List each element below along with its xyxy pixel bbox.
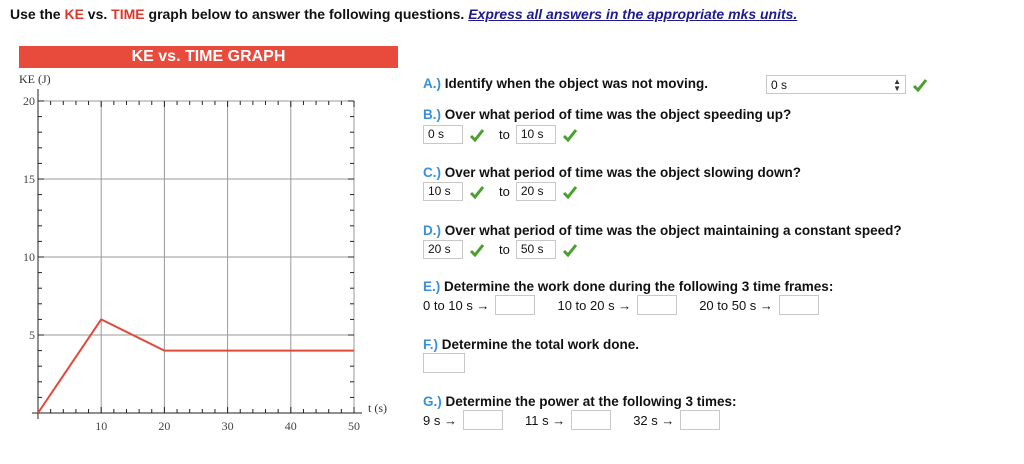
- instr-ke: KE: [64, 6, 84, 22]
- time-label: 11 s →: [524, 412, 566, 428]
- check-icon: [562, 185, 578, 199]
- question-g: G.) Determine the power at the following…: [423, 394, 737, 409]
- instr-text: Use the: [10, 6, 65, 22]
- answer-c-row: 10 s to 20 s: [423, 182, 586, 201]
- x-tick-label: 50: [348, 419, 360, 433]
- to-label: to: [499, 127, 510, 142]
- x-tick-label: 40: [285, 419, 297, 433]
- question-letter: D.): [423, 223, 441, 238]
- work-input-1[interactable]: [495, 295, 536, 315]
- y-axis-label: KE (J): [19, 72, 51, 86]
- y-tick-label: 5: [29, 328, 35, 342]
- answer-a-select[interactable]: 0 s ▲ ▼: [766, 75, 906, 94]
- to-label: to: [499, 184, 510, 199]
- timeframe-label: 10 to 20 s →: [557, 297, 632, 313]
- check-icon: [469, 243, 485, 257]
- question-text: Identify when the object was not moving.: [441, 76, 709, 91]
- answer-d-to[interactable]: 50 s: [515, 240, 556, 259]
- answer-e-row: 0 to 10 s → 10 to 20 s → 20 to 50 s →: [423, 295, 819, 315]
- question-text: Determine the power at the following 3 t…: [441, 394, 737, 409]
- work-input-3[interactable]: [778, 295, 819, 315]
- question-text: Over what period of time was the object …: [441, 107, 792, 122]
- x-tick-label: 10: [95, 419, 107, 433]
- instr-text: vs.: [83, 6, 112, 22]
- question-text: Over what period of time was the object …: [441, 165, 802, 180]
- check-icon: [562, 128, 578, 142]
- question-b: B.) Over what period of time was the obj…: [423, 107, 791, 122]
- question-letter: F.): [423, 337, 438, 352]
- question-letter: G.): [423, 394, 442, 409]
- question-text: Over what period of time was the object …: [441, 223, 902, 238]
- time-label: 32 s →: [633, 412, 675, 428]
- check-icon: [562, 243, 578, 257]
- to-label: to: [499, 242, 510, 257]
- instr-time: TIME: [111, 6, 145, 22]
- timeframe-label: 20 to 50 s →: [699, 297, 773, 313]
- time-label: 9 s →: [423, 412, 457, 428]
- question-c: C.) Over what period of time was the obj…: [423, 165, 801, 180]
- check-icon: [469, 128, 485, 142]
- select-value: 0 s: [771, 77, 788, 92]
- question-text: Determine the total work done.: [438, 337, 640, 352]
- question-letter: A.): [423, 76, 441, 91]
- work-input-2[interactable]: [637, 295, 678, 315]
- power-input-2[interactable]: [571, 410, 612, 430]
- answer-d-row: 20 s to 50 s: [423, 240, 586, 259]
- power-input-1[interactable]: [462, 410, 503, 430]
- question-letter: B.): [423, 107, 441, 122]
- instr-emphasis: Express all answers in the appropriate m…: [468, 6, 798, 22]
- question-a: A.) Identify when the object was not mov…: [423, 76, 708, 91]
- question-d: D.) Over what period of time was the obj…: [423, 223, 902, 238]
- y-tick-label: 10: [23, 250, 35, 264]
- question-letter: C.): [423, 165, 441, 180]
- check-icon: [912, 78, 928, 92]
- x-tick-label: 20: [158, 419, 170, 433]
- instr-text: graph below to answer the following ques…: [144, 6, 469, 22]
- answer-b-row: 0 s to 10 s: [423, 125, 586, 144]
- graph-header: KE vs. TIME GRAPH: [19, 46, 398, 68]
- ke-series-line: [37, 318, 354, 414]
- answer-c-to[interactable]: 20 s: [515, 182, 556, 201]
- y-tick-label: 15: [23, 172, 35, 186]
- question-text: Determine the work done during the follo…: [440, 279, 834, 294]
- question-letter: E.): [423, 279, 441, 294]
- answer-g-row: 9 s → 11 s → 32 s →: [423, 410, 721, 430]
- answer-c-from[interactable]: 10 s: [423, 182, 463, 201]
- ke-time-chart: 10 20 30 40 50 5 10 15 20 KE (J) t (s): [19, 72, 387, 433]
- timeframe-label: 0 to 10 s →: [423, 297, 490, 313]
- spinner-icon: ▲ ▼: [893, 76, 901, 93]
- answer-b-from[interactable]: 0 s: [423, 125, 463, 144]
- answer-a-row: 0 s ▲ ▼: [766, 75, 936, 94]
- x-axis-label: t (s): [368, 401, 387, 415]
- check-icon: [469, 185, 485, 199]
- instructions: Use the KE vs. TIME graph below to answe…: [10, 6, 797, 22]
- total-work-input[interactable]: [423, 353, 465, 373]
- question-f: F.) Determine the total work done.: [423, 337, 639, 352]
- y-tick-label: 20: [23, 94, 35, 108]
- answer-d-from[interactable]: 20 s: [423, 240, 463, 259]
- x-tick-label: 30: [222, 419, 234, 433]
- answer-f-row: [423, 353, 465, 373]
- power-input-3[interactable]: [680, 410, 721, 430]
- question-e: E.) Determine the work done during the f…: [423, 279, 833, 294]
- answer-b-to[interactable]: 10 s: [515, 125, 556, 144]
